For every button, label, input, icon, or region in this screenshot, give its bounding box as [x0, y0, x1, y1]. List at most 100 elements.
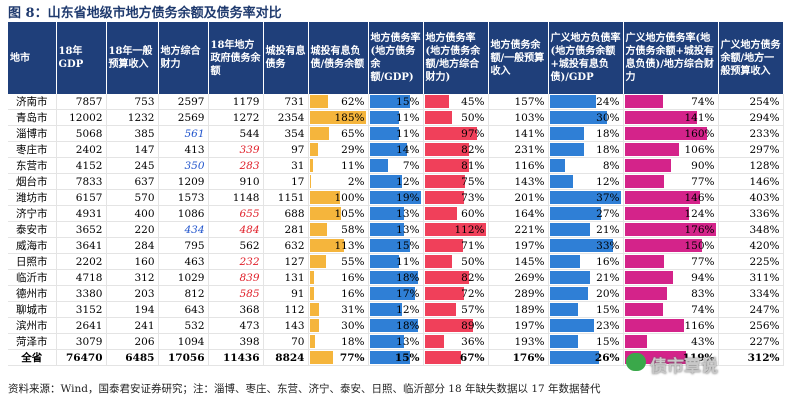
table-cell: 4718: [56, 269, 107, 286]
cell-text: 2402: [75, 143, 103, 156]
table-cell: 12%: [368, 301, 424, 318]
table-cell: 18%: [368, 317, 424, 334]
table-row: 潍坊市 6157 570 1573 1148 1151 100% 19% 73% 201% 37% 1…: [8, 189, 784, 206]
cell-text: 106%: [684, 143, 715, 156]
table-cell: 103%: [488, 109, 549, 126]
table-cell: 398: [208, 333, 264, 350]
data-bar: [549, 143, 585, 156]
cell-text: 185%: [334, 111, 365, 124]
table-row: 青岛市 12002 1232 2569 1272 2354 185% 11% 50% 103% 30…: [8, 109, 784, 126]
cell-text: 145%: [514, 255, 545, 268]
cell-text: 463: [184, 255, 205, 268]
cell-text: 795: [184, 239, 205, 252]
cell-text: 233%: [749, 127, 780, 140]
table-cell: 17%: [368, 285, 424, 302]
data-bar: [309, 143, 319, 156]
table-body: 济南市 7857 753 2597 1179 731 62% 15% 45% 157% 24% 74%…: [8, 94, 784, 366]
table-cell: 威海市: [8, 237, 57, 254]
table-cell: 75%: [423, 173, 489, 190]
cell-text: 232: [239, 255, 260, 268]
table-cell: 225%: [718, 253, 784, 270]
data-bar: [309, 255, 327, 268]
cell-text: 281: [284, 223, 305, 236]
data-bar: [369, 207, 405, 220]
cell-text: 339: [239, 143, 260, 156]
table-cell: 106%: [623, 141, 719, 158]
cell-text: 2641: [75, 319, 103, 332]
cell-text: 27%: [596, 207, 620, 220]
cell-text: 36%: [461, 335, 485, 348]
data-bar: [424, 255, 452, 268]
cell-text: 21%: [596, 223, 620, 236]
table-cell: 7857: [56, 94, 107, 110]
table-cell: 82%: [423, 269, 489, 286]
cell-text: 311%: [749, 271, 780, 284]
data-bar: [624, 287, 668, 300]
cell-text: 1029: [177, 271, 205, 284]
table-cell: 82%: [423, 141, 489, 158]
header-cell: 18年一般预算收入: [106, 22, 159, 94]
table-cell: 18%: [308, 333, 369, 350]
table-cell: 150%: [623, 237, 719, 254]
data-bar: [549, 207, 602, 220]
cell-text: 12%: [396, 175, 420, 188]
table-cell: 26%: [548, 349, 624, 366]
table-row: 菏泽市 3079 206 1094 398 70 18% 13% 36% 193% 15% 43% 22…: [8, 333, 784, 350]
cell-text: 8824: [275, 351, 305, 364]
table-cell: 50%: [423, 253, 489, 270]
table-cell: 113%: [308, 237, 369, 254]
data-bar: [624, 111, 698, 124]
data-bar: [369, 223, 405, 236]
header-row: 地市 18年GDP 18年一般预算收入 地方综合财力 18年地方政府债务余额 城投有息债务…: [8, 22, 784, 94]
table-cell: 36%: [423, 333, 489, 350]
table-row: 日照市 2202 160 463 232 127 55% 11% 50% 145% 16% 77% 22…: [8, 253, 784, 270]
cell-text: 141%: [684, 111, 715, 124]
table-cell: 30%: [548, 109, 624, 126]
table-cell: 128%: [718, 157, 784, 174]
table-cell: 2569: [158, 109, 209, 126]
cell-text: 116%: [514, 159, 545, 172]
data-bar: [549, 175, 573, 188]
data-bar: [369, 143, 408, 156]
data-bar: [624, 95, 663, 108]
table-cell: 1573: [158, 189, 209, 206]
table-cell: 21%: [548, 221, 624, 238]
data-bar: [549, 223, 590, 236]
table-cell: 1094: [158, 333, 209, 350]
cell-text: 147: [134, 143, 155, 156]
cell-text: 269%: [514, 271, 545, 284]
table-cell: 731: [263, 94, 309, 110]
cell-text: 176%: [684, 223, 715, 236]
data-bar: [309, 319, 319, 332]
cell-text: 284: [134, 239, 155, 252]
header-cell: 地方债务率(地方债务余额/地方综合财力): [423, 22, 489, 94]
cell-text: 14%: [396, 143, 420, 156]
data-bar: [424, 319, 473, 332]
cell-text: 5068: [75, 127, 103, 140]
cell-text: 336%: [749, 207, 780, 220]
data-bar: [369, 127, 400, 140]
table-cell: 147: [106, 141, 159, 158]
cell-text: 全省: [21, 351, 43, 364]
cell-text: 141%: [514, 127, 545, 140]
table-cell: 青岛市: [8, 109, 57, 126]
table-cell: 284: [106, 237, 159, 254]
table-cell: 74%: [623, 94, 719, 110]
data-bar: [624, 303, 663, 316]
cell-text: 72%: [461, 287, 485, 300]
table-cell: 2597: [158, 94, 209, 110]
cell-text: 1209: [177, 175, 205, 188]
table-cell: 泰安市: [8, 221, 57, 238]
cell-text: 82%: [461, 143, 485, 156]
table-cell: 德州市: [8, 285, 57, 302]
table-cell: 532: [158, 317, 209, 334]
cell-text: 227%: [749, 335, 780, 348]
cell-text: 济南市: [16, 95, 48, 108]
table-cell: 145%: [488, 253, 549, 270]
table-cell: 484: [208, 221, 264, 238]
cell-text: 日照市: [16, 255, 48, 268]
watermark: 债市覃说: [650, 357, 718, 377]
data-bar: [369, 239, 410, 252]
table-cell: 245: [106, 157, 159, 174]
data-bar: [309, 303, 319, 316]
